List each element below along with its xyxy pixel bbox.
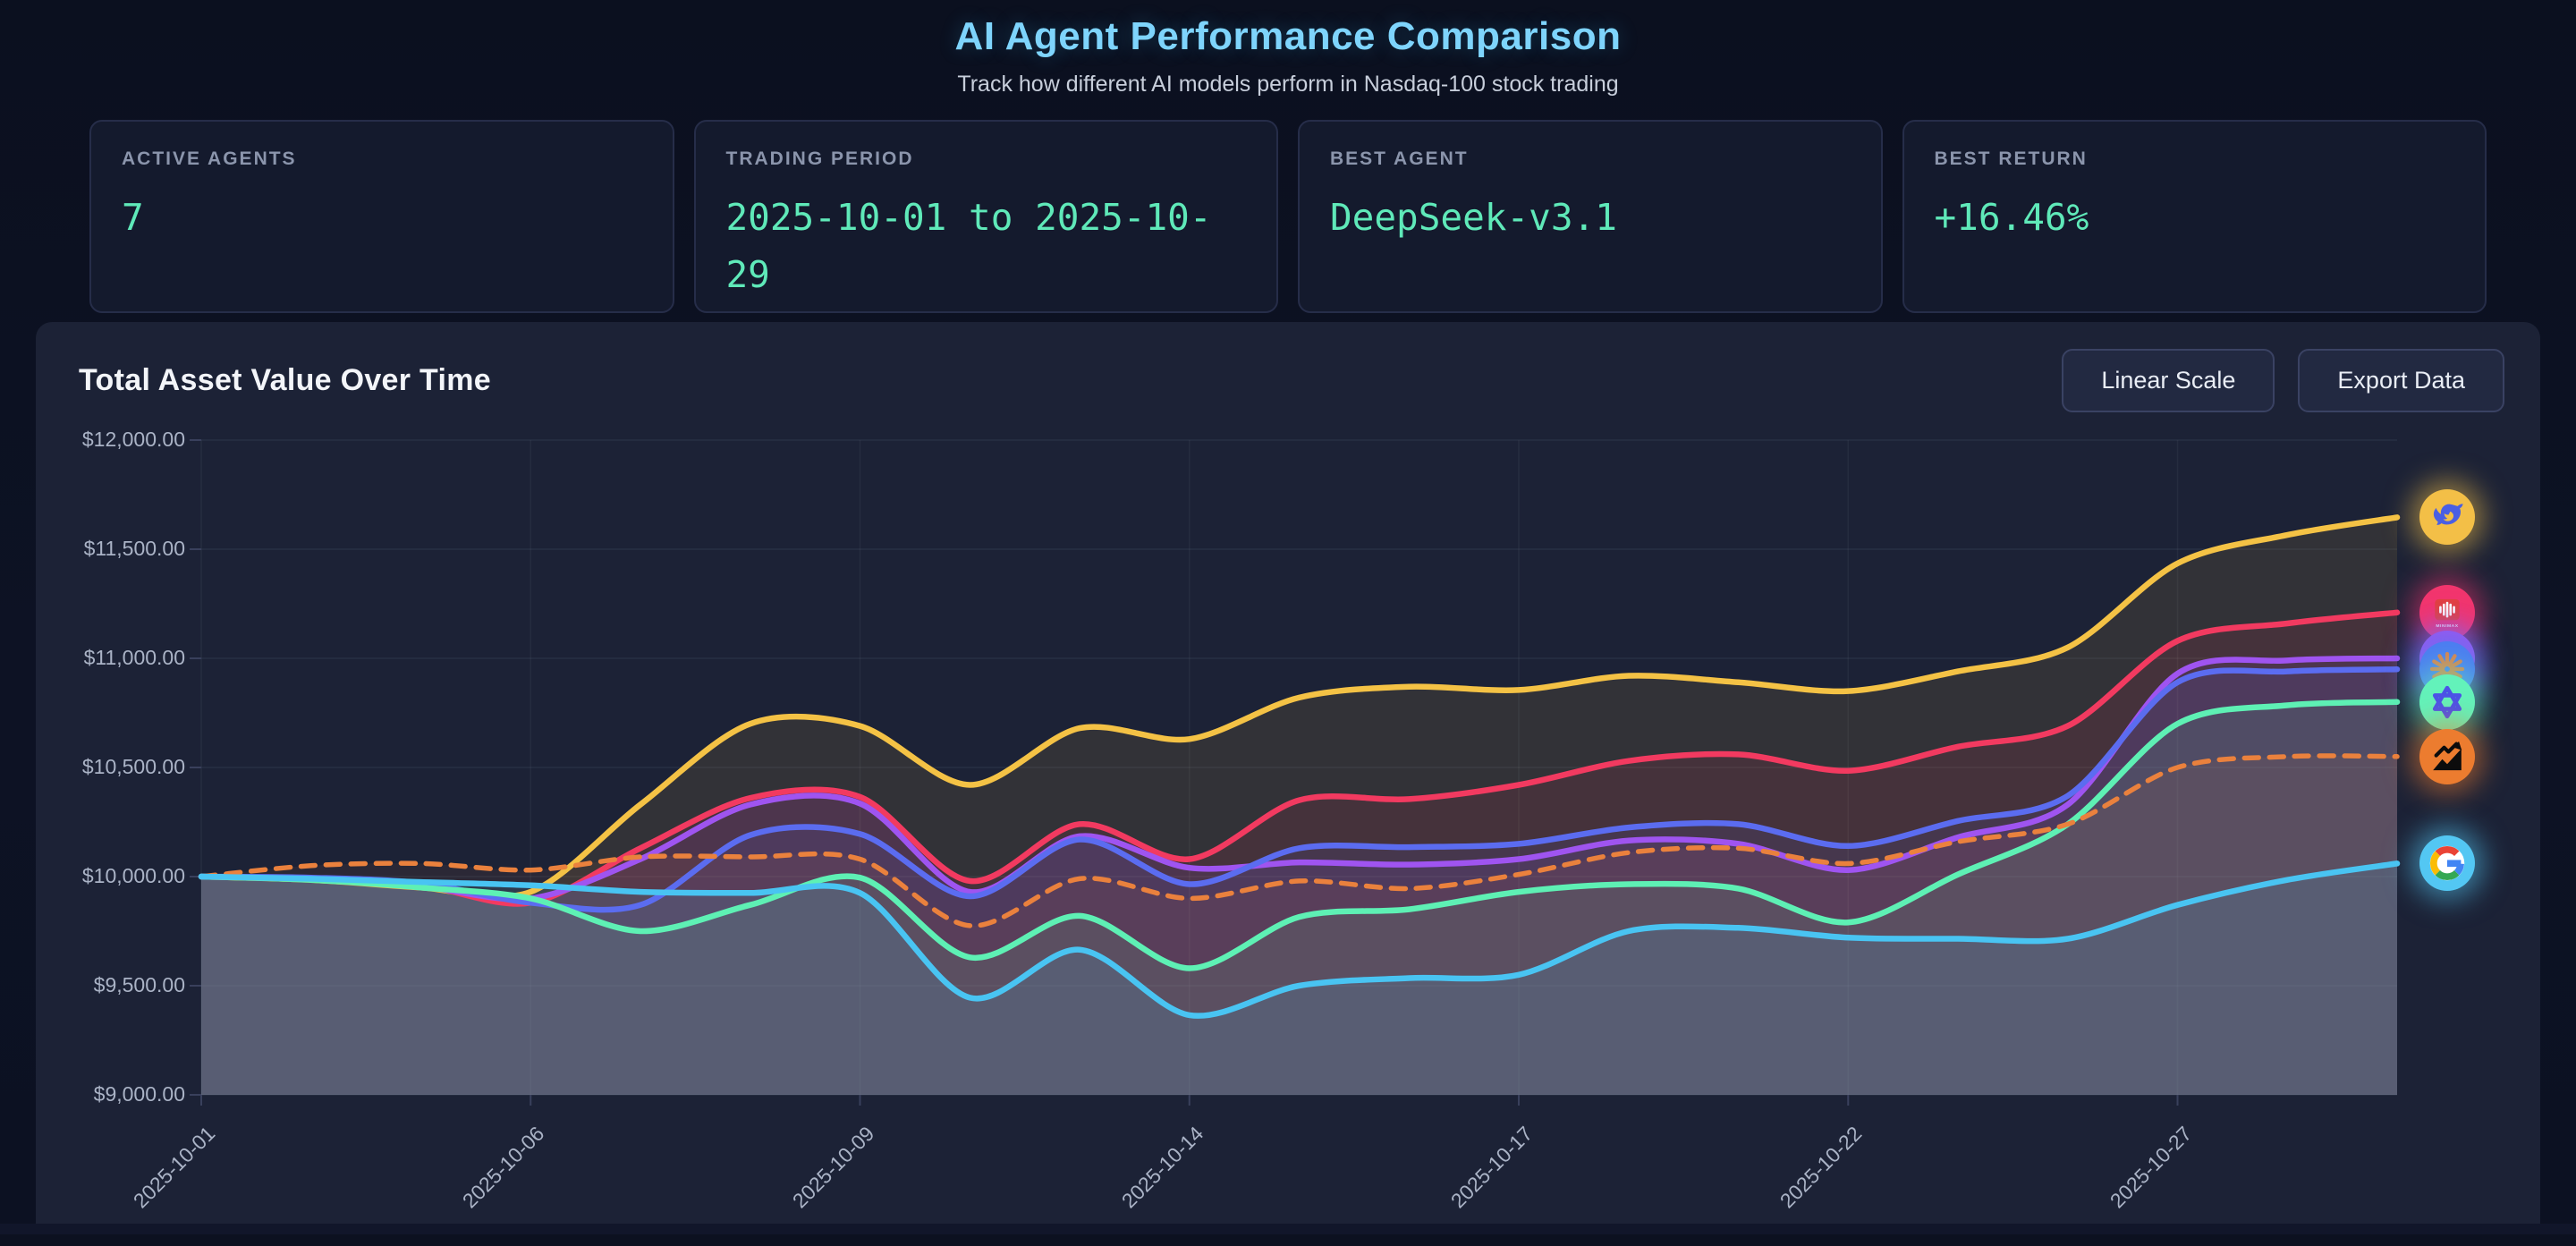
series-line-Google	[198, 860, 2401, 1019]
linear-scale-button[interactable]: Linear Scale	[2062, 349, 2275, 412]
page-subtitle: Track how different AI models perform in…	[957, 72, 1619, 97]
series-line-DeepSeek-v3.1	[198, 514, 2401, 900]
series-area-MiniMax	[201, 612, 2397, 1095]
y-axis-label: $10,500.00	[81, 755, 185, 778]
stat-value-best-agent: DeepSeek-v3.1	[1330, 196, 1617, 239]
y-axis-label: $12,000.00	[81, 428, 185, 451]
stat-value-best-return: +16.46%	[1934, 196, 2089, 239]
stats-row: ACTIVE AGENTS 7 TRADING PERIOD 2025-10-0…	[89, 120, 2487, 313]
y-axis-label: $9,500.00	[93, 973, 185, 996]
stat-value-trading-period: 2025-10-01 to 2025-10-29	[725, 196, 1212, 296]
deepseek-whale-avatar[interactable]	[2419, 489, 2475, 546]
series-area-Benchmark	[201, 755, 2397, 1095]
stat-card-best-return: BEST RETURN +16.46%	[1902, 120, 2487, 313]
svg-text:MINIMAX: MINIMAX	[2436, 623, 2458, 629]
series-line-Benchmark	[199, 753, 2400, 928]
series-area-Google	[201, 863, 2397, 1095]
stat-label: BEST AGENT	[1330, 148, 1469, 169]
claude-starburst-avatar[interactable]	[2419, 641, 2475, 698]
series-area-Qwen	[201, 701, 2397, 1095]
stat-card-best-agent: BEST AGENT DeepSeek-v3.1	[1298, 120, 1883, 313]
google-g-avatar[interactable]	[2419, 835, 2475, 892]
series-line-Claude	[198, 665, 2401, 913]
series-line-Qwen	[198, 699, 2401, 971]
stat-card-active-agents: ACTIVE AGENTS 7	[89, 120, 674, 313]
chart-panel-header: Total Asset Value Over Time Linear Scale…	[79, 349, 2504, 412]
stat-label: ACTIVE AGENTS	[122, 148, 297, 169]
export-data-button[interactable]: Export Data	[2298, 349, 2504, 412]
page-title: AI Agent Performance Comparison	[954, 14, 1622, 58]
series-area-DeepSeek-v3.1	[201, 517, 2397, 1095]
page-header: AI Agent Performance Comparison Track ho…	[0, 0, 2576, 97]
y-axis-label: $9,000.00	[93, 1082, 185, 1106]
y-axis-label: $10,000.00	[81, 864, 185, 887]
stat-label: TRADING PERIOD	[725, 148, 914, 169]
stat-card-trading-period: TRADING PERIOD 2025-10-01 to 2025-10-29	[693, 120, 1278, 313]
chart-title: Total Asset Value Over Time	[79, 363, 491, 397]
chart-toolbar: Linear Scale Export Data	[2062, 349, 2504, 412]
series-area-Agent (purple)	[201, 658, 2397, 1095]
y-axis-label: $11,000.00	[83, 646, 185, 669]
y-axis-label: $11,500.00	[83, 537, 185, 560]
stat-value-active-agents: 7	[122, 196, 144, 239]
qwen-knot-avatar[interactable]	[2419, 674, 2475, 730]
chart-increasing-avatar[interactable]	[2419, 728, 2475, 784]
stat-label: BEST RETURN	[1934, 148, 2088, 169]
panel-bottom-edge	[0, 1224, 2576, 1234]
